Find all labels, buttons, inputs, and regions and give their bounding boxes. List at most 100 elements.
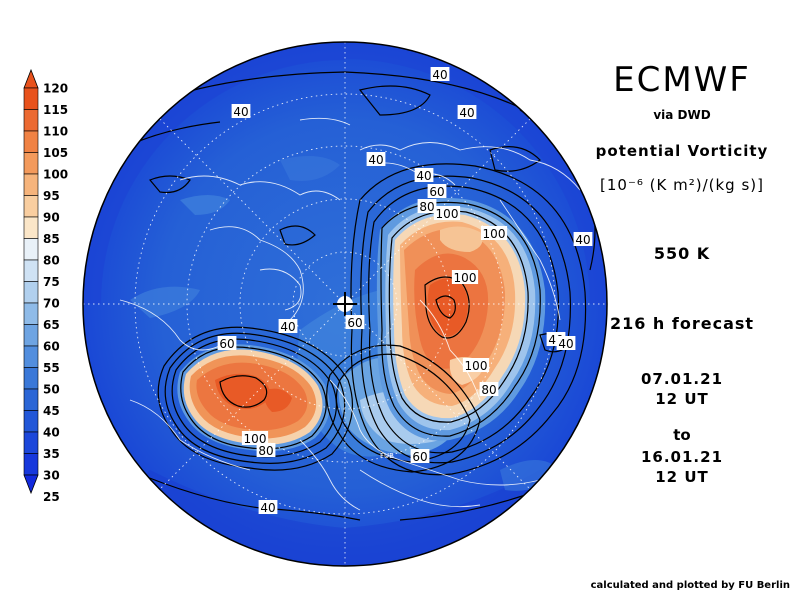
svg-text:60: 60 [429,185,444,199]
colorbar-tick-label: 80 [43,254,60,268]
colorbar-tick-label: 85 [43,232,60,246]
colorbar-arrow-bottom [23,474,39,495]
colorbar-tick-label: 30 [43,469,60,483]
svg-text:40: 40 [416,169,431,183]
colorbar-tick-label: 100 [43,168,68,182]
contour-label: 60 [410,449,430,464]
level-label: 550 K [653,244,711,263]
map-fields [83,42,607,566]
colorbar-swatch [23,453,39,476]
svg-text:40: 40 [432,68,447,82]
contour-label: 40 [258,500,278,515]
forecast-label: 216 h forecast [609,314,755,333]
colorbar-tick-label: 60 [43,340,60,354]
svg-text:40: 40 [459,106,474,120]
colorbar-swatch [23,302,39,325]
svg-text:40: 40 [233,105,248,119]
colorbar-swatch [23,195,39,218]
contour-label: 100 [241,431,269,446]
colorbar-tick-label: 35 [43,447,60,461]
svg-text:40: 40 [280,320,295,334]
colorbar-swatch [23,388,39,411]
colorbar-swatch [23,238,39,261]
svg-text:40: 40 [260,501,275,515]
end-date: 16.01.21 [640,448,724,466]
contour-label: 40 [430,67,450,82]
svg-text:60: 60 [412,450,427,464]
credit-line: calculated and plotted by FU Berlin [590,580,790,591]
north-pole-marker [333,292,357,316]
svg-text:40: 40 [368,153,383,167]
colorbar-tick-label: 95 [43,189,60,203]
colorbar-arrow-top [23,68,39,89]
graticule [83,42,607,566]
end-time: 12 UT [655,468,709,486]
colorbar-tick-label: 65 [43,318,60,332]
colorbar-swatch [23,281,39,304]
start-date: 07.01.21 [640,370,724,388]
svg-text:100: 100 [454,271,477,285]
contour-label: 80 [417,199,437,214]
map-annotation-fub: FUB [380,452,394,460]
colorbar-tick-label: 90 [43,211,60,225]
colorbar-swatch [23,109,39,132]
contour-label: 80 [479,382,499,397]
contour-label: 100 [462,358,490,373]
svg-text:80: 80 [419,200,434,214]
contour-label: 40 [573,232,593,247]
svg-text:100: 100 [465,359,488,373]
contour-label: 60 [217,336,237,351]
svg-text:60: 60 [219,337,234,351]
colorbar-swatch [23,431,39,454]
colorbar-tick-label: 45 [43,404,60,418]
map-border [82,41,608,567]
colorbar-tick-label: 25 [43,490,60,504]
svg-text:80: 80 [258,444,273,458]
colorbar-tick-label: 55 [43,361,60,375]
svg-text:100: 100 [436,207,459,221]
colorbar-tick-label: 75 [43,275,60,289]
unit-label: [10⁻⁶ (K m²)/(kg s)] [600,176,764,194]
colorbar-swatch [23,345,39,368]
contour-label: 40 [231,104,251,119]
svg-text:40: 40 [558,337,573,351]
contour-label: 40 [278,319,298,334]
model-title: ECMWF [613,60,751,100]
source-subtitle: via DWD [653,108,711,122]
colorbar: 120 115 110 105 100 95 90 85 80 75 70 65 60 55 50 45 40 3… [23,68,68,504]
svg-text:100: 100 [483,227,506,241]
colorbar-tick-label: 105 [43,146,68,160]
svg-text:100: 100 [244,432,267,446]
contour-label: 40 [457,105,477,120]
colorbar-swatch [23,87,39,110]
colorbar-swatch [23,216,39,239]
colorbar-tick-label: 120 [43,82,68,96]
colorbar-swatch [23,410,39,433]
contour-label: 100 [451,270,479,285]
colorbar-swatch [23,259,39,282]
contour-label: 60 [427,184,447,199]
colorbar-tick-label: 50 [43,383,60,397]
contour-label: 40 [414,168,434,183]
colorbar-swatch [23,173,39,196]
contour-label: 40 [556,336,576,351]
contour-label: 40 [366,152,386,167]
colorbar-swatch [23,130,39,153]
colorbar-tick-label: 40 [43,426,60,440]
colorbar-swatch [23,152,39,175]
contour-label: 80 [256,443,276,458]
variable-title: potential Vorticity [595,142,769,160]
colorbar-tick-label: 70 [43,297,60,311]
contour-label: 100 [480,226,508,241]
svg-text:80: 80 [481,383,496,397]
svg-text:40: 40 [575,233,590,247]
colorbar-swatch [23,324,39,347]
colorbar-tick-label: 110 [43,125,68,139]
start-time: 12 UT [655,390,709,408]
svg-text:60: 60 [347,316,362,330]
colorbar-swatch [23,367,39,390]
colorbar-tick-label: 115 [43,103,68,117]
contour-label: 100 [433,206,461,221]
